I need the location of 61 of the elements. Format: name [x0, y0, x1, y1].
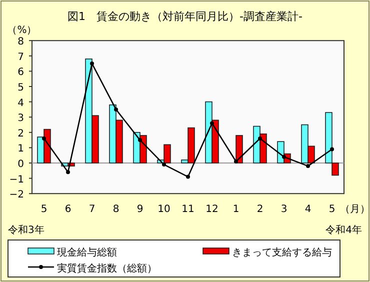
point — [330, 147, 334, 152]
point — [42, 136, 46, 141]
point — [306, 164, 310, 168]
point — [66, 170, 70, 174]
y-tick-label: 4 — [18, 98, 24, 109]
x-tick-label: 2 — [256, 204, 264, 215]
bar — [181, 160, 188, 164]
bar — [260, 134, 267, 164]
point — [162, 162, 166, 167]
y-tick-label: 3 — [18, 113, 24, 124]
bar — [116, 120, 123, 164]
point — [258, 136, 262, 141]
bar — [140, 135, 147, 164]
y-tick-label: 7 — [18, 52, 24, 63]
point — [138, 138, 142, 142]
x-tick-label: 9 — [136, 204, 144, 215]
text: 令和4年 — [326, 224, 362, 236]
y-tick-label: 8 — [18, 36, 24, 48]
bar — [188, 127, 195, 164]
bar — [85, 58, 92, 164]
bar — [212, 120, 219, 164]
x-tick-label: 7 — [88, 204, 96, 215]
x-tick-label: 3 — [280, 204, 288, 215]
bar — [301, 124, 308, 164]
point — [90, 62, 94, 66]
x-tick-label: 11 — [182, 204, 194, 215]
x-tick-label: 8 — [112, 204, 120, 215]
x-tick-label: 10 — [158, 204, 170, 215]
point — [114, 107, 118, 112]
point — [210, 121, 214, 126]
bar — [236, 135, 243, 164]
bar — [109, 104, 116, 164]
y-tick-label: 0 — [18, 159, 24, 170]
point — [186, 174, 190, 179]
y-axis-title: （%） — [7, 25, 37, 36]
y-tick-label: −1 — [9, 174, 24, 186]
point — [234, 159, 238, 164]
point — [282, 154, 286, 159]
legend-label: きまって支給する給与 — [232, 246, 332, 258]
y-tick-label: 1 — [18, 144, 24, 155]
legend-label: 実質賃金指数（総額） — [57, 262, 157, 274]
bar — [44, 128, 51, 164]
x-tick-label: 6 — [64, 204, 72, 215]
y-tick-label: 2 — [18, 128, 24, 140]
y-tick-label: 6 — [18, 67, 24, 78]
bar — [308, 146, 315, 164]
bar — [92, 115, 99, 164]
y-tick-label: −2 — [9, 190, 24, 201]
chart-title: 図1 賃金の動き（対前年同月比）-調査産業計- — [68, 10, 302, 23]
y-tick-label: 5 — [18, 82, 24, 94]
bar — [325, 112, 332, 164]
legend-label: 現金給与総額 — [57, 246, 117, 258]
x-tick-label: 1 — [232, 204, 240, 215]
x-tick-label: 5 — [40, 204, 48, 215]
x-tick-label: 12 — [206, 204, 218, 215]
x-tick-label: 4 — [304, 204, 312, 215]
bar — [164, 144, 171, 164]
bar — [332, 162, 339, 176]
text: 令和3年 — [8, 224, 44, 236]
x-axis-title: （月） — [340, 204, 370, 215]
x-tick-label: 5 — [328, 204, 336, 215]
